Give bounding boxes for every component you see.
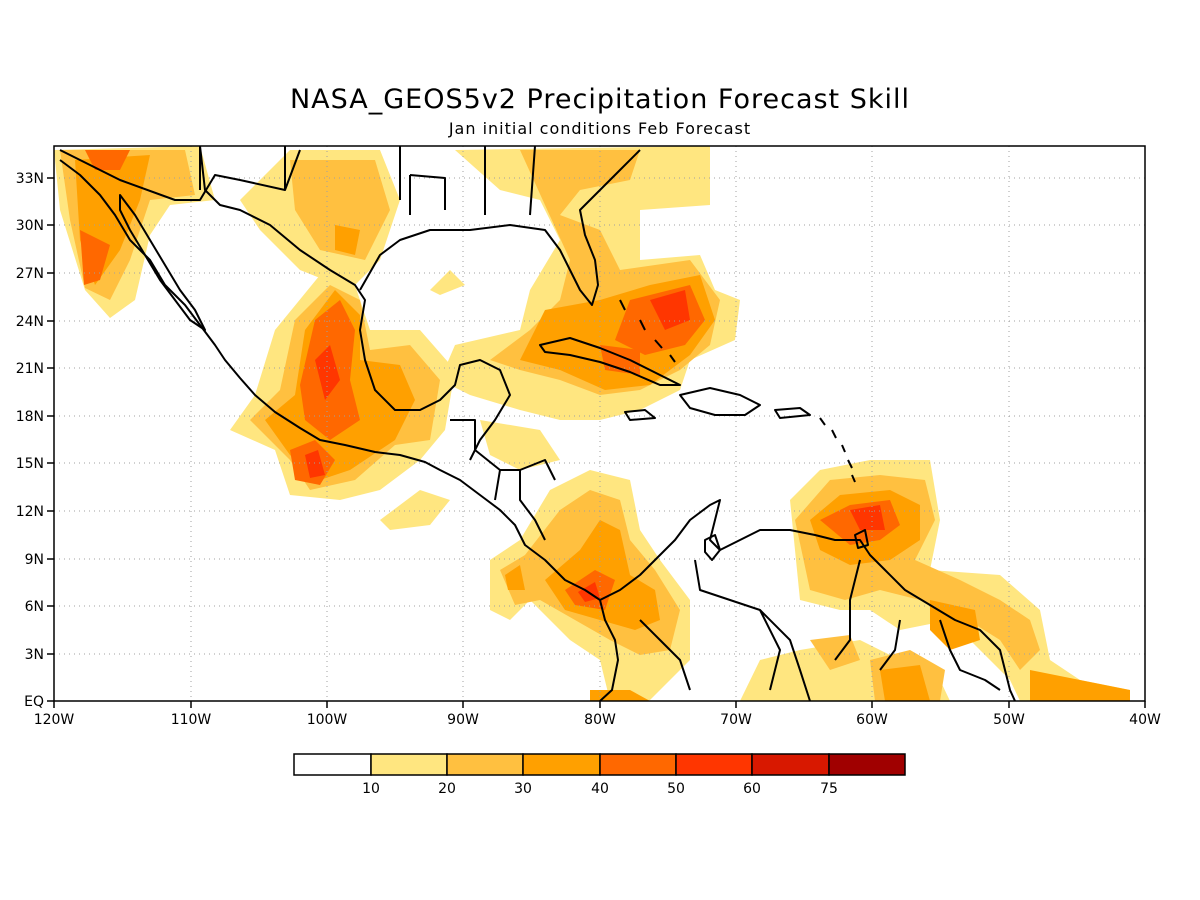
colorbar-swatch [293,753,372,776]
x-tick-label: 70W [720,712,752,728]
x-tick-label: 80W [584,712,616,728]
skill-region-central-america [380,420,560,530]
colorbar-swatch [828,753,906,776]
y-tick-label: EQ [24,694,44,710]
colorbar-label: 10 [362,781,380,797]
x-tick-label: 40W [1129,712,1161,728]
skill-region-venezuela-trinidad [790,460,1130,701]
colorbar-label: 30 [514,781,532,797]
x-tick-label: 90W [447,712,479,728]
colorbar-swatch [599,753,677,776]
skill-region-guianas [740,635,950,701]
y-tick-label: 33N [16,171,44,187]
colorbar-swatch [522,753,601,776]
x-tick-label: 110W [171,712,212,728]
y-tick-label: 30N [16,218,44,234]
y-tick-label: 21N [16,361,44,377]
skill-shading [54,146,1130,701]
colorbar: 10 20 30 40 50 60 75 [293,753,906,797]
colorbar-swatch [370,753,448,776]
tick-marks [47,177,1146,708]
colorbar-label: 20 [438,781,456,797]
skill-region-central-mexico [230,275,455,500]
grid-lines [54,146,1145,701]
skill-region-texas [240,150,400,290]
colorbar-label: 60 [743,781,761,797]
coastlines [59,146,1016,701]
x-tick-label: 120W [34,712,75,728]
y-axis-labels: EQ 3N 6N 9N 12N 15N 18N 21N 24N 27N 30N … [16,171,44,710]
colorbar-swatch [675,753,753,776]
x-tick-label: 60W [856,712,888,728]
skill-region-panama-colombia [490,470,690,701]
y-tick-label: 18N [16,409,44,425]
colorbar-label: 75 [820,781,838,797]
x-tick-label: 50W [993,712,1025,728]
y-tick-label: 27N [16,266,44,282]
y-tick-label: 9N [25,552,44,568]
colorbar-label: 40 [591,781,609,797]
y-tick-label: 15N [16,456,44,472]
y-tick-label: 3N [25,647,44,663]
y-tick-label: 24N [16,314,44,330]
y-tick-label: 6N [25,599,44,615]
map-subtitle: Jan initial conditions Feb Forecast [448,119,752,138]
colorbar-swatch [446,753,524,776]
map-title: NASA_GEOS5v2 Precipitation Forecast Skil… [289,84,911,115]
y-tick-label: 12N [16,504,44,520]
x-axis-labels: 120W 110W 100W 90W 80W 70W 60W 50W 40W [34,712,1161,728]
x-tick-label: 100W [307,712,348,728]
colorbar-swatch [751,753,830,776]
colorbar-label: 50 [667,781,685,797]
